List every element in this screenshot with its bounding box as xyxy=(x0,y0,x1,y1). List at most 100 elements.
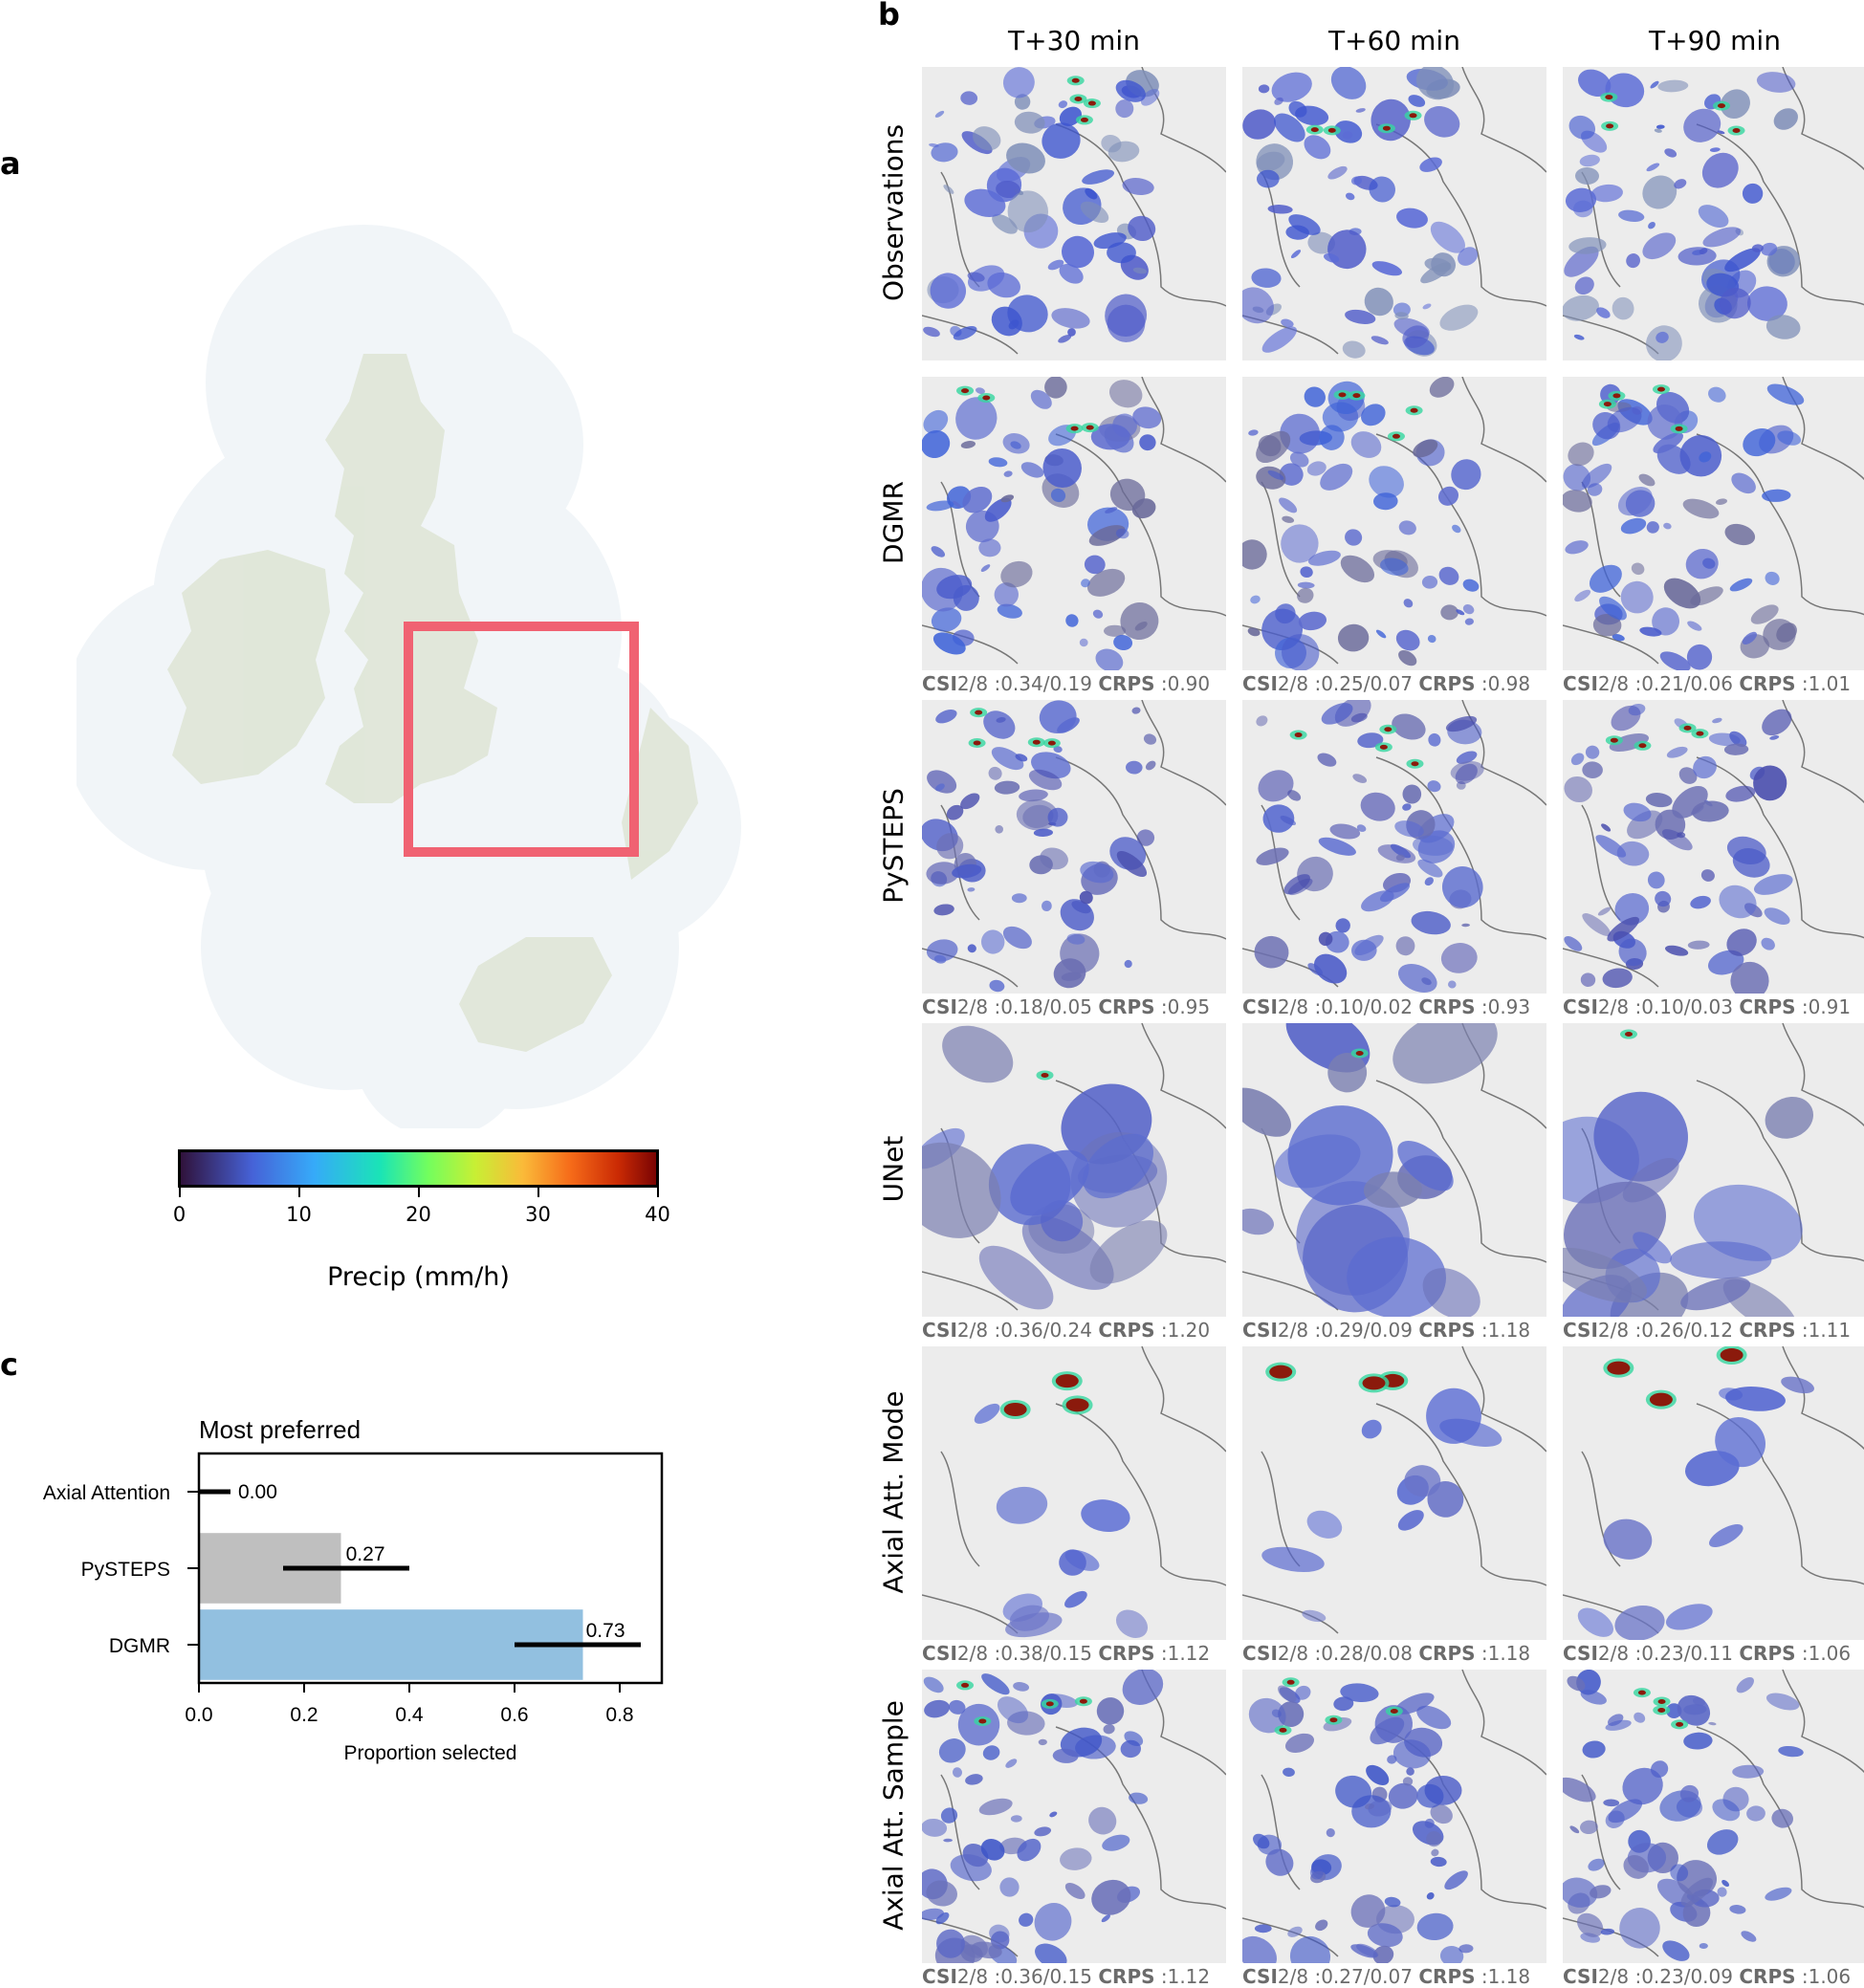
precip-cell xyxy=(1047,807,1068,827)
precip-cell xyxy=(1041,900,1052,911)
precip-cell xyxy=(1646,163,1660,172)
row-label: UNet xyxy=(877,1135,910,1202)
precip-cell xyxy=(1397,1140,1454,1191)
score-text: CSI2/8 :0.34/0.19 CRPS :0.90 xyxy=(922,672,1210,695)
colorbar-tick-label: 40 xyxy=(645,1203,670,1226)
precip-cell xyxy=(1421,575,1438,589)
precip-cell xyxy=(1761,937,1775,950)
precip-cell xyxy=(922,429,951,459)
csi-value: 2/8 :0.25/0.07 xyxy=(1277,672,1419,695)
precip-cell-intense xyxy=(1310,127,1319,133)
precip-cell xyxy=(1061,972,1082,981)
precip-cell xyxy=(1307,550,1341,566)
precip-cell xyxy=(1663,578,1701,609)
precip-cell-intense xyxy=(1379,744,1388,750)
precip-cell xyxy=(971,1941,1002,1959)
precip-cell xyxy=(1083,1133,1154,1199)
precip-cell xyxy=(1287,1926,1303,1937)
csi-value: 2/8 :0.23/0.11 xyxy=(1597,1642,1740,1665)
csi-label: CSI xyxy=(1242,1965,1278,1988)
precip-cell-intense xyxy=(1269,1365,1293,1379)
precip-cell xyxy=(1340,1683,1379,1703)
precip-cell xyxy=(974,1403,1000,1424)
precip-cell xyxy=(1650,1760,1669,1779)
precip-cell xyxy=(1393,1023,1498,1084)
precip-cell xyxy=(1590,1885,1612,1899)
precip-cell xyxy=(1020,462,1044,478)
score-text: CSI2/8 :0.27/0.07 CRPS :1.18 xyxy=(1242,1965,1530,1988)
precip-cell xyxy=(1623,1854,1649,1879)
precip-cell xyxy=(1242,1935,1277,1963)
precip-cell xyxy=(1340,555,1375,583)
precip-cell xyxy=(978,1245,1054,1310)
precip-cell xyxy=(994,780,1020,795)
precip-cell xyxy=(1731,472,1756,494)
precip-cell xyxy=(1622,1767,1663,1805)
precip-cell xyxy=(1439,304,1479,331)
coastline xyxy=(1242,700,1546,988)
csi-label: CSI xyxy=(1563,995,1598,1018)
row-label: Axial Att. Sample xyxy=(877,1699,910,1931)
precip-cell xyxy=(1284,1733,1315,1753)
precip-cell-intense xyxy=(1079,1698,1087,1704)
precip-cell xyxy=(1700,869,1715,882)
precip-cell xyxy=(1059,1549,1086,1576)
precip-cell xyxy=(1060,899,1094,931)
precip-cell xyxy=(1415,67,1455,100)
panel-letter-a: a xyxy=(0,145,21,182)
precip-cell xyxy=(1256,715,1268,727)
precip-cell xyxy=(1431,1848,1439,1857)
precip-field xyxy=(1242,1346,1546,1634)
precip-cell xyxy=(1131,707,1141,714)
precip-cell-intense xyxy=(1355,1051,1364,1057)
precip-cell xyxy=(1132,267,1148,274)
y-tick-label: Axial Attention xyxy=(43,1482,170,1504)
precip-cell xyxy=(1350,712,1368,723)
precip-cell xyxy=(1113,634,1133,651)
precip-cell xyxy=(1261,326,1297,353)
precip-cell xyxy=(980,564,991,573)
x-tick-label: 0.4 xyxy=(395,1704,424,1726)
precip-cell xyxy=(1010,1815,1022,1823)
precip-cell xyxy=(929,142,939,148)
precip-cell xyxy=(1743,428,1776,457)
csi-label: CSI xyxy=(1242,1642,1278,1665)
precip-cell xyxy=(1777,430,1802,446)
precip-cell xyxy=(1438,566,1459,585)
precip-cell xyxy=(1563,1877,1598,1908)
precip-cell xyxy=(960,441,976,448)
precip-cell xyxy=(1022,804,1054,828)
coastline xyxy=(1563,700,1864,988)
precip-cell xyxy=(997,1696,1029,1724)
precip-cell-intense xyxy=(1696,731,1704,736)
coastline xyxy=(1563,1023,1864,1311)
precip-cell xyxy=(1279,497,1298,513)
precip-cell xyxy=(1366,1764,1390,1785)
precip-cell xyxy=(1275,603,1296,624)
precip-cell xyxy=(926,1880,958,1907)
precip-cell xyxy=(1357,732,1384,749)
csi-value: 2/8 :0.26/0.12 xyxy=(1597,1319,1740,1342)
crps-value: :0.93 xyxy=(1475,995,1531,1018)
precip-cell xyxy=(1003,470,1013,477)
forecast-tile xyxy=(922,700,1226,994)
precip-cell xyxy=(1674,179,1687,189)
precip-cell xyxy=(923,409,949,434)
precip-cell xyxy=(1645,793,1673,808)
precip-cell xyxy=(1352,774,1368,783)
score-text: CSI2/8 :0.25/0.07 CRPS :0.98 xyxy=(1242,672,1530,695)
precip-cell xyxy=(1251,268,1282,288)
precip-cell xyxy=(1563,295,1599,321)
precip-cell xyxy=(978,1798,1013,1816)
precip-cell xyxy=(1656,331,1669,343)
precip-cell xyxy=(1699,248,1708,254)
precip-cell xyxy=(1242,287,1274,324)
crps-label: CRPS xyxy=(1739,1642,1796,1665)
precip-cell xyxy=(1122,1670,1164,1705)
precip-cell xyxy=(1295,105,1329,126)
precip-cell xyxy=(1619,1908,1660,1949)
precip-cell xyxy=(1368,1800,1393,1817)
precip-cell xyxy=(1005,1759,1018,1768)
precip-cell-intense xyxy=(1390,1709,1398,1715)
precip-field xyxy=(1242,1023,1546,1317)
